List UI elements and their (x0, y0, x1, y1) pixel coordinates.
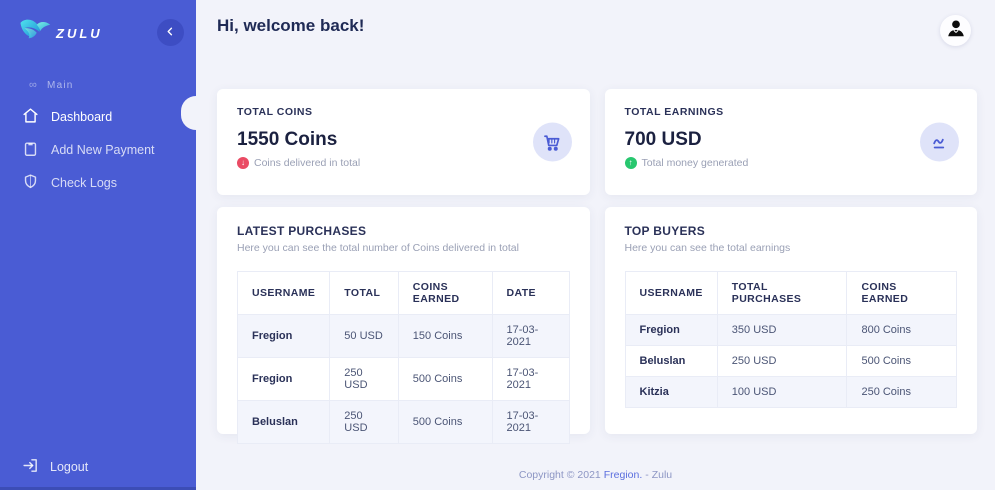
stat-note-text: Coins delivered in total (254, 157, 361, 169)
cell-date: 17-03-2021 (491, 357, 570, 401)
infinity-icon: ∞ (29, 79, 39, 91)
stat-note: ↓ Coins delivered in total (237, 157, 570, 169)
cell-coins-earned: 500 Coins (397, 357, 493, 401)
sidebar-item-dashboard[interactable]: Dashboard (0, 100, 196, 133)
table-row: Fregion 250 USD 500 Coins 17-03-2021 (236, 357, 570, 401)
page-title: Hi, welcome back! (217, 16, 365, 35)
brand: ZULU (0, 0, 196, 52)
logout-button[interactable]: Logout (22, 457, 88, 477)
cell-total-purchases: 100 USD (716, 376, 848, 408)
total-coins-card: TOTAL COINS 1550 Coins ↓ Coins delivered… (217, 89, 590, 195)
sidebar-section-main: ∞ Main (0, 79, 196, 92)
sidebar-nav: Dashboard Add New Payment Check Logs (0, 100, 196, 199)
cell-username: Beluslan (236, 400, 331, 444)
cell-total-purchases: 250 USD (716, 345, 848, 377)
column-header-coins-earned: COINS EARNED (397, 271, 493, 315)
card-title: LATEST PURCHASES (237, 224, 367, 238)
stat-label: TOTAL EARNINGS (624, 106, 724, 118)
cell-total-purchases: 350 USD (716, 314, 848, 346)
table-row: Fregion 50 USD 150 Coins 17-03-2021 (236, 314, 570, 358)
logout-label: Logout (50, 460, 89, 474)
active-item-notch (181, 96, 196, 130)
cell-coins-earned: 500 Coins (397, 400, 493, 444)
cell-date: 17-03-2021 (491, 400, 570, 444)
arrow-down-badge-icon: ↓ (237, 157, 249, 169)
sidebar-item-check-logs[interactable]: Check Logs (0, 166, 196, 199)
sidebar-collapse-button[interactable] (157, 19, 184, 46)
businessman-icon (945, 17, 967, 44)
latest-purchases-table: USERNAME TOTAL COINS EARNED DATE Fregion… (236, 271, 570, 444)
cell-username: Fregion (236, 357, 331, 401)
clipboard-icon (22, 140, 39, 160)
logout-icon (22, 457, 39, 477)
column-header-coins-earned: COINS EARNED (846, 271, 957, 315)
user-avatar[interactable] (940, 15, 971, 46)
arrow-up-badge-icon: ↑ (624, 157, 637, 169)
brand-name: ZULU (56, 25, 103, 41)
cell-coins-earned: 150 Coins (397, 314, 493, 358)
shield-icon (22, 173, 39, 193)
chevron-left-icon (165, 25, 176, 40)
table-row: Beluslan 250 USD 500 Coins (624, 345, 957, 377)
cell-total: 250 USD (329, 400, 399, 444)
cell-username: Fregion (624, 314, 718, 346)
top-buyers-card: TOP BUYERS Here you can see the total ea… (604, 207, 977, 434)
stat-label: TOTAL COINS (237, 106, 313, 118)
latest-purchases-card: LATEST PURCHASES Here you can see the to… (217, 207, 590, 444)
cell-total: 250 USD (329, 357, 399, 401)
table-header-row: USERNAME TOTAL COINS EARNED DATE (236, 271, 570, 315)
stat-note: ↑ Total money generated (624, 157, 958, 169)
main-content: Hi, welcome back! TOTAL COINS 1550 Coins… (196, 0, 995, 490)
cell-coins-earned: 500 Coins (846, 345, 957, 377)
table-row: Beluslan 250 USD 500 Coins 17-03-2021 (236, 400, 570, 444)
cell-date: 17-03-2021 (491, 314, 570, 358)
card-subtitle: Here you can see the total number of Coi… (237, 242, 519, 254)
cell-username: Fregion (236, 314, 331, 358)
column-header-total-purchases: TOTAL PURCHASES (716, 271, 848, 315)
stat-note-text: Total money generated (641, 157, 749, 169)
cell-username: Kitzia (624, 376, 718, 408)
total-earnings-card: TOTAL EARNINGS 700 USD ↑ Total money gen… (604, 89, 977, 195)
page-header: Hi, welcome back! (196, 0, 995, 46)
sidebar-item-add-new-payment[interactable]: Add New Payment (0, 133, 196, 166)
copyright-suffix: - Zulu (645, 469, 673, 481)
card-subtitle: Here you can see the total earnings (624, 242, 791, 254)
table-row: Fregion 350 USD 800 Coins (624, 314, 957, 346)
top-buyers-table: USERNAME TOTAL PURCHASES COINS EARNED Fr… (624, 271, 958, 408)
card-title: TOP BUYERS (624, 224, 706, 238)
table-row: Kitzia 100 USD 250 Coins (624, 376, 957, 408)
copyright-footer: Copyright © 2021 Fregion. - Zulu (196, 469, 995, 481)
zulu-bird-logo-icon (16, 16, 52, 51)
stats-row: TOTAL COINS 1550 Coins ↓ Coins delivered… (196, 89, 995, 195)
stat-value: 700 USD (624, 129, 702, 150)
cell-total: 50 USD (329, 314, 399, 358)
cell-coins-earned: 800 Coins (846, 314, 957, 346)
cell-coins-earned: 250 Coins (846, 376, 957, 408)
stat-value: 1550 Coins (237, 129, 338, 150)
column-header-username: USERNAME (236, 271, 331, 315)
cell-username: Beluslan (624, 345, 718, 377)
section-label-text: Main (47, 80, 74, 91)
fregion-link[interactable]: Fregion. (603, 469, 643, 481)
sidebar: ZULU ∞ Main Dashboard Add New Payment Ch… (0, 0, 196, 490)
sidebar-item-label: Check Logs (51, 175, 118, 190)
home-icon (22, 107, 39, 127)
sidebar-item-label: Dashboard (51, 109, 113, 124)
trend-chart-icon (920, 122, 959, 162)
column-header-date: DATE (491, 271, 570, 315)
copyright-text: Copyright © 2021 (518, 469, 601, 481)
cart-icon (532, 122, 572, 162)
column-header-total: TOTAL (329, 271, 399, 315)
table-header-row: USERNAME TOTAL PURCHASES COINS EARNED (624, 271, 957, 315)
column-header-username: USERNAME (624, 271, 718, 315)
sidebar-item-label: Add New Payment (51, 142, 155, 157)
tables-row: LATEST PURCHASES Here you can see the to… (196, 207, 995, 444)
